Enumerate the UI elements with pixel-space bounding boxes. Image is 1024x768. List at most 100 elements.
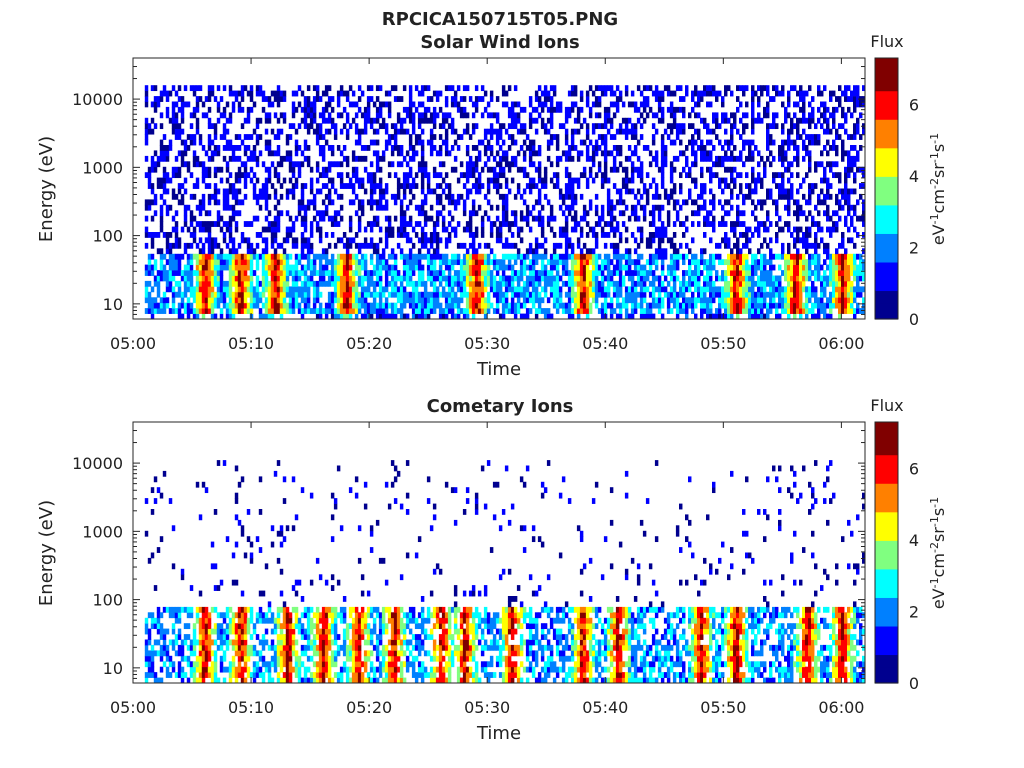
- heatmap-cell: [561, 308, 566, 314]
- heatmap-cell: [642, 204, 647, 211]
- heatmap-cell: [669, 275, 674, 282]
- heatmap-cell: [324, 302, 329, 309]
- heatmap-cell: [724, 237, 728, 244]
- heatmap-cell: [291, 264, 296, 271]
- heatmap-cell: [156, 280, 161, 287]
- heatmap-cell: [781, 177, 785, 184]
- heatmap-cell: [787, 248, 791, 255]
- heatmap-cell: [516, 270, 521, 276]
- heatmap-cell: [411, 117, 416, 124]
- heatmap-cell: [327, 85, 332, 92]
- heatmap-cell: [525, 280, 530, 287]
- heatmap-cell: [420, 237, 425, 244]
- heatmap-cell: [264, 193, 269, 200]
- heatmap-cell: [802, 155, 806, 162]
- heatmap-cell: [318, 150, 323, 157]
- heatmap-cell: [751, 275, 755, 282]
- heatmap-cell: [435, 302, 440, 309]
- heatmap-cell: [444, 128, 449, 135]
- heatmap-cell: [648, 183, 653, 189]
- heatmap-cell: [504, 242, 509, 249]
- heatmap-cell: [162, 134, 167, 140]
- heatmap-cell: [357, 248, 362, 255]
- heatmap-cell: [246, 242, 251, 249]
- heatmap-cell: [582, 139, 587, 146]
- heatmap-cell: [303, 237, 308, 244]
- heatmap-cell: [264, 259, 269, 266]
- heatmap-cell: [498, 232, 503, 238]
- heatmap-cell: [378, 302, 383, 309]
- heatmap-cell: [252, 193, 257, 200]
- heatmap-cell: [549, 101, 554, 108]
- heatmap-cell: [682, 259, 686, 266]
- heatmap-cell: [147, 280, 152, 287]
- heatmap-cell: [648, 259, 653, 266]
- heatmap-cell: [679, 183, 683, 189]
- heatmap-cell: [609, 210, 614, 217]
- heatmap-cell: [636, 106, 641, 113]
- heatmap-cell: [516, 117, 521, 124]
- heatmap-cell: [606, 264, 611, 271]
- heatmap-cell: [408, 96, 413, 102]
- heatmap-cell: [507, 188, 512, 195]
- heatmap-cell: [742, 128, 746, 135]
- heatmap-cell: [706, 101, 710, 108]
- heatmap-cell: [234, 199, 239, 206]
- heatmap-cell: [192, 291, 197, 298]
- heatmap-cell: [504, 221, 509, 227]
- heatmap-cell: [739, 264, 743, 271]
- heatmap-cell: [183, 215, 188, 222]
- heatmap-cell: [291, 242, 296, 249]
- heatmap-cell: [315, 226, 320, 233]
- heatmap-cell: [618, 302, 623, 309]
- heatmap-cell: [327, 166, 332, 173]
- heatmap-cell: [465, 193, 470, 200]
- heatmap-cell: [748, 237, 752, 244]
- heatmap-cell: [468, 308, 473, 314]
- heatmap-cell: [363, 259, 368, 266]
- heatmap-cell: [210, 237, 215, 244]
- heatmap-cell: [636, 275, 641, 282]
- heatmap-cell: [405, 253, 410, 260]
- heatmap-cell: [543, 286, 548, 293]
- heatmap-cell: [603, 123, 608, 130]
- heatmap-cell: [630, 123, 635, 130]
- heatmap-cell: [330, 199, 335, 206]
- heatmap-cell: [255, 215, 260, 222]
- heatmap-cell: [309, 221, 314, 227]
- heatmap-cell: [342, 280, 347, 287]
- heatmap-cell: [357, 264, 362, 271]
- heatmap-cell: [672, 112, 677, 119]
- heatmap-cell: [793, 139, 797, 146]
- heatmap-cell: [778, 280, 782, 287]
- heatmap-cell: [333, 280, 338, 287]
- heatmap-cell: [510, 139, 515, 146]
- heatmap-cell: [231, 155, 236, 162]
- heatmap-cell: [781, 297, 785, 304]
- heatmap-cell: [477, 172, 482, 179]
- heatmap-cell: [748, 302, 752, 309]
- heatmap-cell: [351, 237, 356, 244]
- heatmap-cell: [357, 297, 362, 304]
- heatmap-cell: [456, 145, 461, 151]
- heatmap-cell: [402, 172, 407, 179]
- heatmap-cell: [267, 302, 272, 309]
- heatmap-cell: [660, 145, 665, 151]
- heatmap-cell: [441, 253, 446, 260]
- heatmap-cell: [255, 242, 260, 249]
- heatmap-cell: [775, 253, 779, 260]
- heatmap-cell: [270, 291, 275, 298]
- heatmap-cell: [447, 150, 452, 157]
- heatmap-cell: [624, 313, 629, 320]
- heatmap-cell: [751, 264, 755, 271]
- heatmap-cell: [555, 253, 560, 260]
- heatmap-cell: [276, 264, 281, 271]
- heatmap-cell: [213, 264, 218, 271]
- heatmap-cell: [198, 226, 203, 233]
- heatmap-cell: [468, 232, 473, 238]
- heatmap-cell: [703, 145, 707, 151]
- heatmap-cell: [633, 264, 638, 271]
- heatmap-cell: [546, 90, 551, 97]
- heatmap-cell: [784, 204, 788, 211]
- heatmap-cell: [558, 106, 563, 113]
